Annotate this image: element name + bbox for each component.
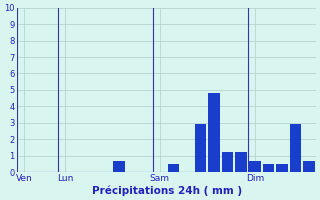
- Bar: [195, 124, 206, 172]
- Bar: [263, 164, 274, 172]
- Bar: [222, 152, 233, 172]
- Bar: [113, 161, 125, 172]
- Bar: [236, 152, 247, 172]
- Bar: [290, 124, 301, 172]
- Bar: [168, 164, 179, 172]
- Bar: [276, 164, 288, 172]
- X-axis label: Précipitations 24h ( mm ): Précipitations 24h ( mm ): [92, 185, 242, 196]
- Bar: [208, 93, 220, 172]
- Bar: [249, 161, 260, 172]
- Bar: [303, 161, 315, 172]
